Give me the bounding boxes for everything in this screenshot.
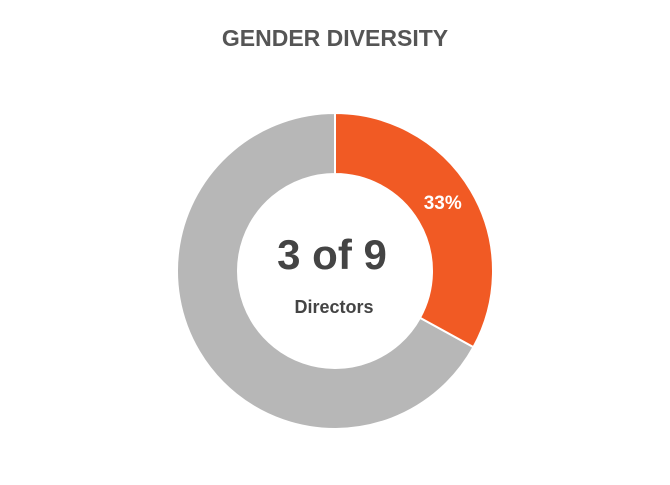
chart-title: GENDER DIVERSITY	[222, 25, 448, 51]
center-subtext: Directors	[294, 297, 373, 317]
data-label: 33%	[424, 193, 462, 214]
donut-segment	[176, 111, 475, 430]
center-text: 3 of 9	[277, 231, 387, 278]
donut-segment	[334, 111, 494, 349]
